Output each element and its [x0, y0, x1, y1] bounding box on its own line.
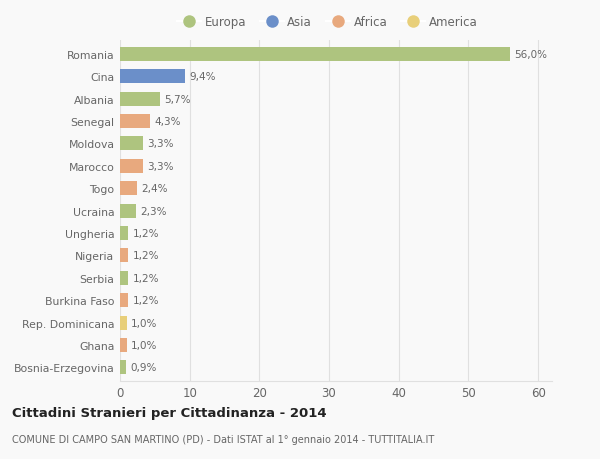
Bar [120, 160, 143, 174]
Bar [120, 70, 185, 84]
Bar [120, 48, 510, 62]
Text: 0,9%: 0,9% [130, 363, 157, 373]
Bar [120, 182, 137, 196]
Bar [120, 137, 143, 151]
Text: 4,3%: 4,3% [154, 117, 181, 127]
Text: 1,2%: 1,2% [133, 251, 159, 261]
Text: 1,0%: 1,0% [131, 318, 158, 328]
Bar [120, 294, 128, 308]
Text: 56,0%: 56,0% [514, 50, 547, 60]
Bar [120, 227, 128, 241]
Text: Cittadini Stranieri per Cittadinanza - 2014: Cittadini Stranieri per Cittadinanza - 2… [12, 406, 326, 419]
Text: 5,7%: 5,7% [164, 95, 190, 104]
Bar [120, 249, 128, 263]
Text: 1,2%: 1,2% [133, 229, 159, 239]
Text: 2,3%: 2,3% [140, 206, 167, 216]
Bar [120, 92, 160, 106]
Legend: Europa, Asia, Africa, America: Europa, Asia, Africa, America [178, 16, 477, 28]
Text: 1,0%: 1,0% [131, 340, 158, 350]
Bar [120, 271, 128, 285]
Bar [120, 316, 127, 330]
Text: COMUNE DI CAMPO SAN MARTINO (PD) - Dati ISTAT al 1° gennaio 2014 - TUTTITALIA.IT: COMUNE DI CAMPO SAN MARTINO (PD) - Dati … [12, 434, 434, 444]
Text: 3,3%: 3,3% [147, 162, 173, 172]
Bar [120, 338, 127, 352]
Text: 1,2%: 1,2% [133, 296, 159, 306]
Bar [120, 115, 150, 129]
Text: 9,4%: 9,4% [190, 72, 216, 82]
Text: 1,2%: 1,2% [133, 273, 159, 283]
Bar [120, 361, 126, 375]
Bar [120, 204, 136, 218]
Text: 3,3%: 3,3% [147, 139, 173, 149]
Text: 2,4%: 2,4% [141, 184, 167, 194]
